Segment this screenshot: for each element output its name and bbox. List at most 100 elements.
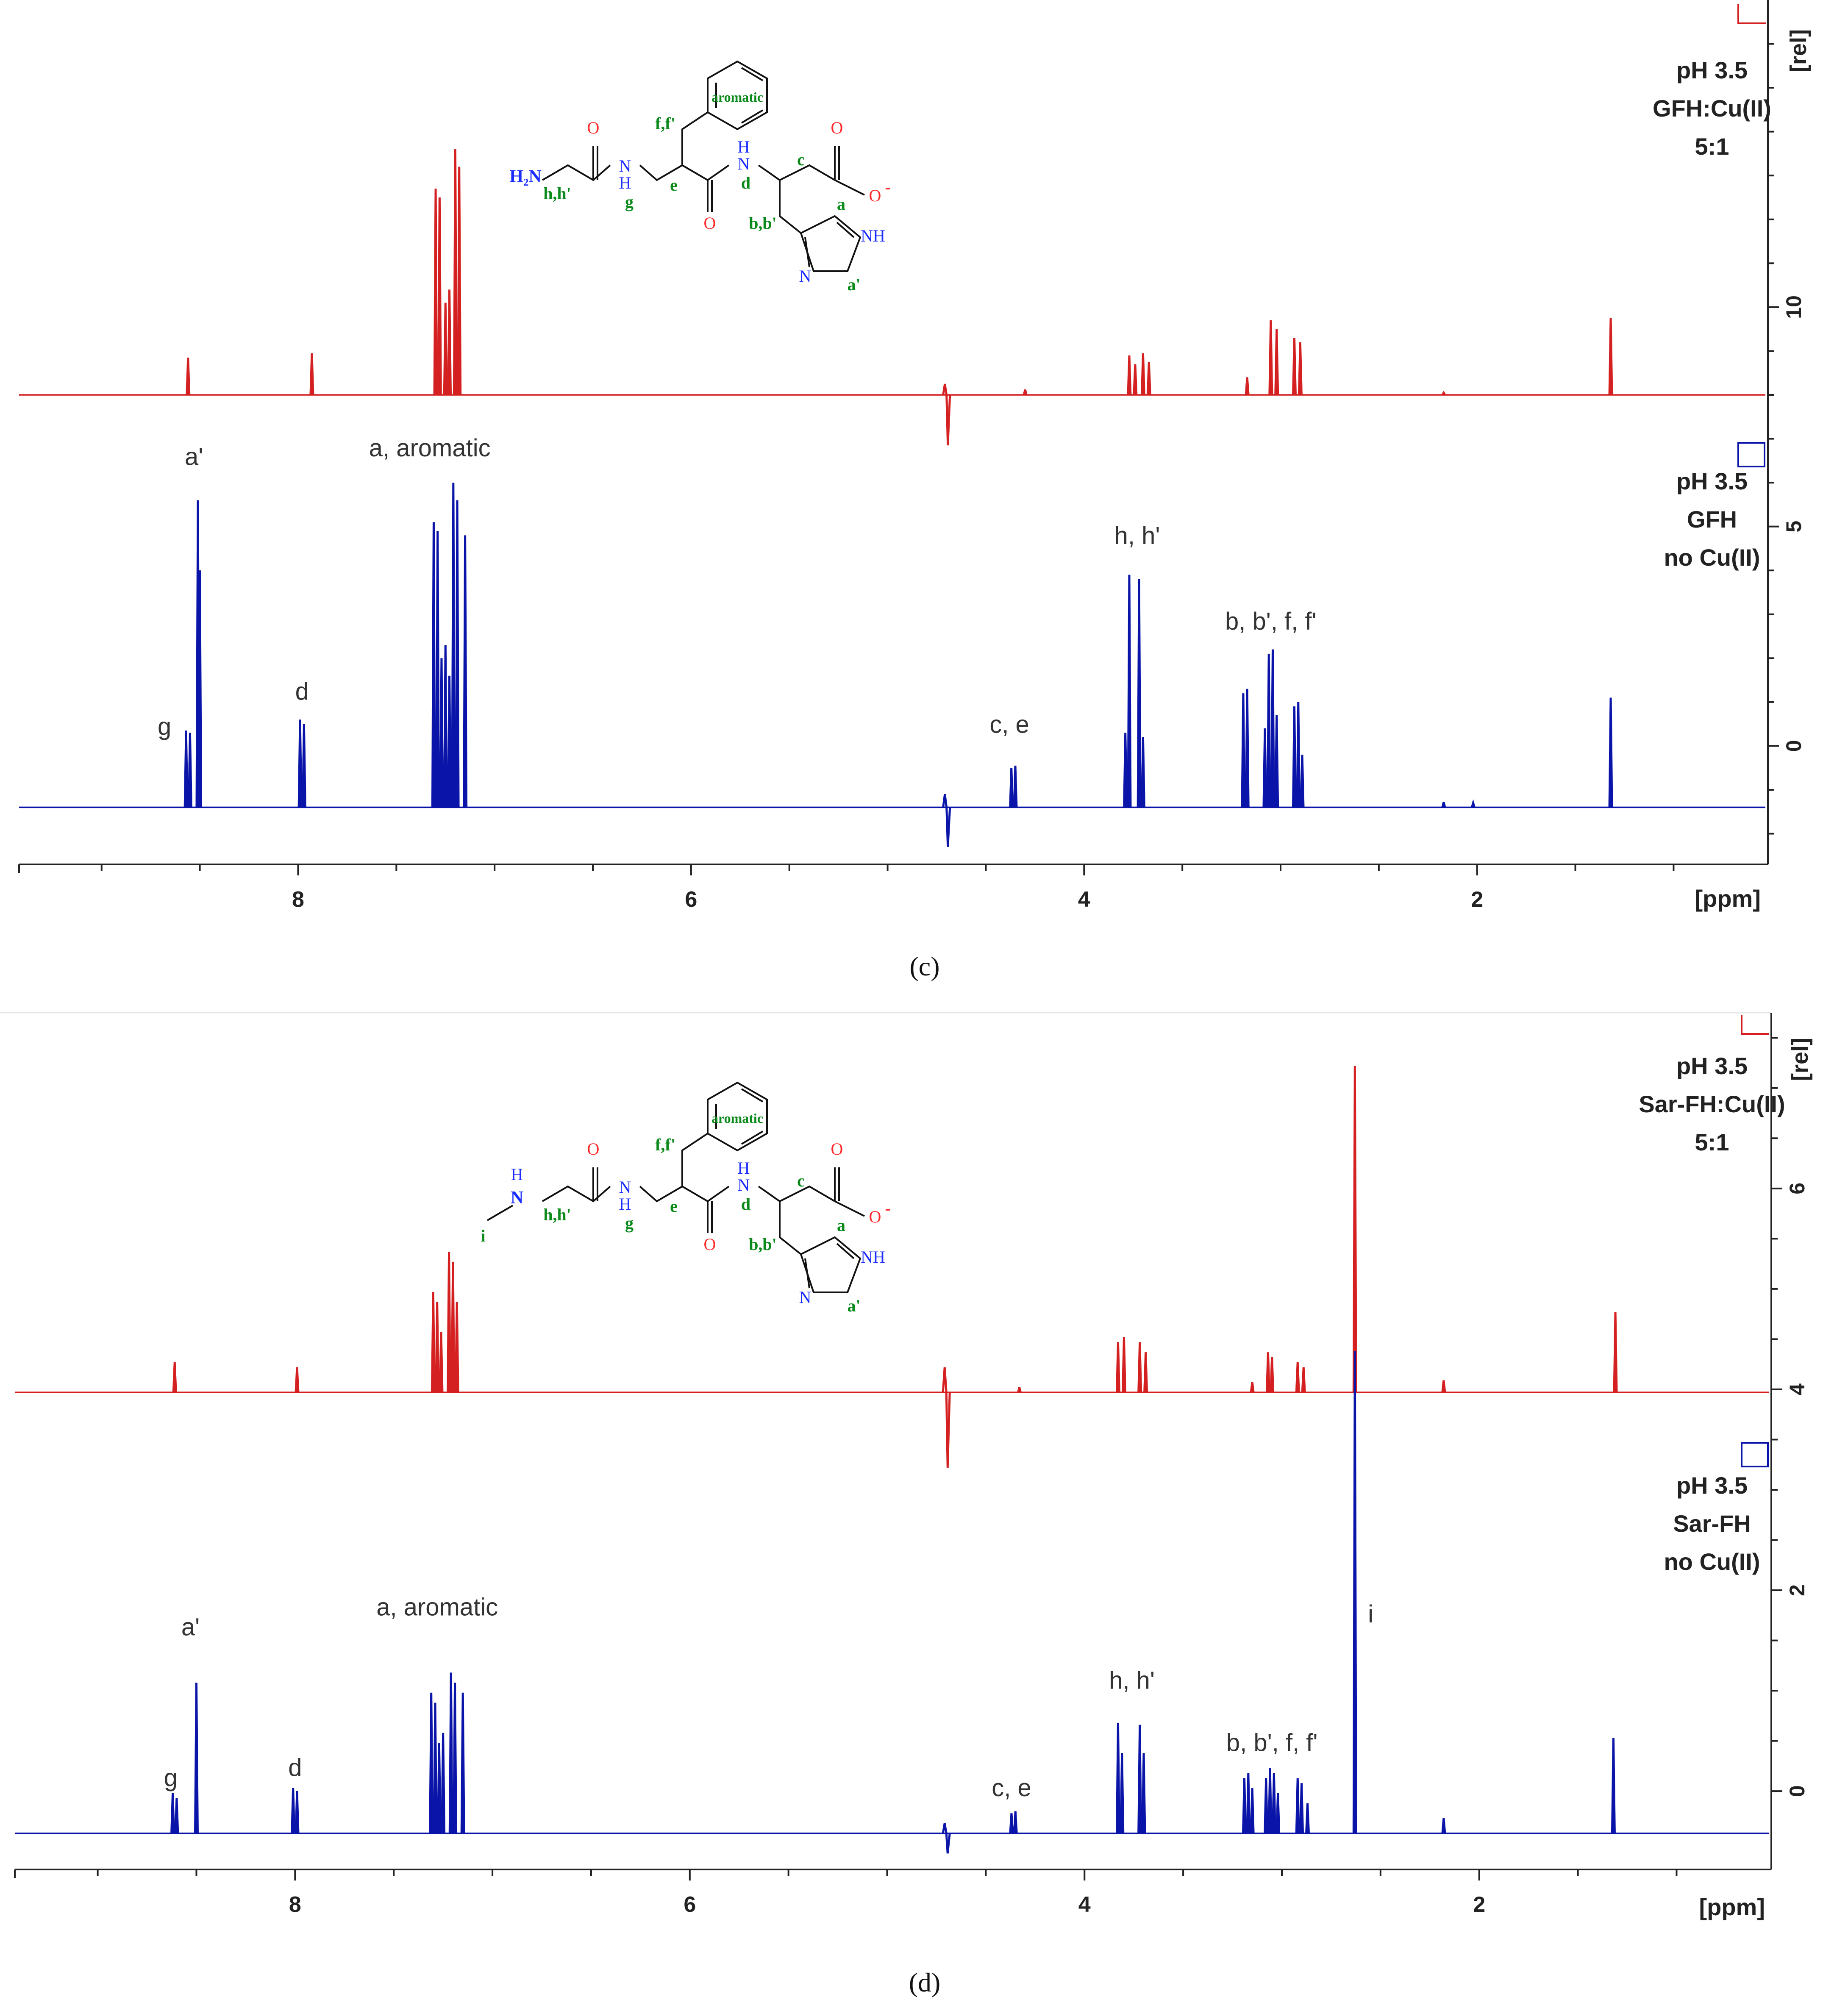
- peak: [1292, 706, 1297, 808]
- bond: [741, 67, 764, 81]
- phenyl-ring: [707, 1081, 768, 1152]
- panel-c-legend: pH 3.5 GFH:Cu(II) 5:1 pH 3.5 GFH no Cu(II): [1653, 4, 1771, 571]
- y-tick-label-4: 4: [1785, 1383, 1809, 1395]
- y-tick-label-2: 2: [1785, 1584, 1809, 1596]
- peak: [1141, 1753, 1146, 1833]
- label-hh: h,h': [543, 1205, 571, 1224]
- peak: [443, 303, 448, 395]
- peak: [439, 1332, 444, 1393]
- label-a: a: [837, 194, 845, 214]
- peak: [1262, 728, 1267, 808]
- peak: [1120, 1753, 1125, 1833]
- peak: [1274, 715, 1279, 808]
- peak: [1265, 1352, 1270, 1393]
- peak: [1245, 689, 1250, 808]
- peak: [1264, 1778, 1269, 1833]
- amide-h-label: H: [738, 1158, 750, 1178]
- peak: [1301, 1367, 1306, 1393]
- peak-annotation: b, b', f, f': [1226, 1729, 1318, 1756]
- y-tick-label-0: 0: [1785, 1785, 1809, 1797]
- peak: [1441, 1818, 1446, 1833]
- peak: [455, 500, 460, 808]
- peak: [186, 357, 191, 395]
- peak-annotation: b, b', f, f': [1225, 608, 1317, 635]
- peak: [1115, 1342, 1120, 1393]
- panel-d-traces: [15, 1066, 1769, 1854]
- legend-line: pH 3.5: [1676, 468, 1748, 494]
- panel-c-x-ticks: 8 6 4 2: [100, 864, 1675, 912]
- peak: [441, 1733, 446, 1833]
- peak: [1270, 1357, 1275, 1393]
- label-g: g: [625, 192, 634, 211]
- charge-label: -: [885, 1199, 890, 1218]
- legend-marker-ref: [1737, 442, 1765, 467]
- x-tick-label-2: 2: [1473, 1892, 1485, 1917]
- bond: [639, 1185, 730, 1203]
- label-e: e: [670, 1197, 678, 1216]
- peak-annotation: c, e: [992, 1774, 1031, 1802]
- peak: [187, 733, 192, 808]
- peak-annotation: a': [181, 1614, 200, 1641]
- peak-annotation: g: [158, 713, 171, 741]
- imidazole-n-label: N: [799, 267, 811, 286]
- peak: [443, 645, 448, 808]
- bond: [542, 164, 611, 181]
- imidazole-ring: [800, 215, 861, 272]
- panel-c-y-unit: [rel]: [1786, 29, 1811, 72]
- panel-d-y-unit: [rel]: [1787, 1038, 1813, 1081]
- peak: [1127, 355, 1132, 395]
- peak: [439, 658, 444, 808]
- charge-label: -: [885, 178, 890, 197]
- peak-annotation: a, aromatic: [369, 434, 491, 462]
- peak: [1013, 1811, 1018, 1833]
- y-tick-label-10: 10: [1782, 295, 1806, 319]
- panel-d-annotations: a' a, aromatic g d c, e h, h' b, b', f, f' i: [164, 1593, 1373, 1802]
- carbonyl-o-label: O: [587, 118, 600, 137]
- peak: [170, 1793, 175, 1833]
- x-tick-label-6: 6: [685, 887, 697, 912]
- panel-d: 8 6 4 2 0 2 4 6 a' a, aromatic g d c, e h, h' b, b',…: [0, 1012, 1813, 1997]
- label-bb: b,b': [749, 214, 777, 233]
- imidazole-nh-label: NH: [861, 226, 885, 245]
- peak: [448, 1672, 453, 1833]
- peak: [1250, 1788, 1255, 1833]
- legend-line: Sar-FH:Cu(II): [1639, 1091, 1785, 1117]
- trace-ref: [19, 483, 1765, 847]
- peak: [291, 1788, 296, 1833]
- label-d: d: [741, 1194, 750, 1214]
- bond: [834, 1200, 865, 1217]
- y-tick-label-5: 5: [1782, 521, 1806, 533]
- peak: [435, 1302, 440, 1393]
- label-ff: f,f': [655, 1135, 675, 1154]
- peak: [1296, 702, 1301, 808]
- peak: [437, 197, 442, 395]
- peak: [1121, 1337, 1126, 1393]
- peak: [1441, 390, 1446, 396]
- peak: [1009, 1813, 1014, 1833]
- peak: [1608, 697, 1613, 808]
- carboxylate-o-label: O: [869, 1207, 881, 1226]
- carbonyl-o-label: O: [831, 118, 843, 137]
- peak: [297, 719, 303, 808]
- peak-annotation: h, h': [1114, 522, 1160, 550]
- bond: [741, 109, 764, 124]
- x-tick-label-4: 4: [1078, 887, 1090, 912]
- peak: [1292, 338, 1297, 395]
- peak: [183, 731, 189, 808]
- panel-d-label: (d): [909, 1967, 941, 1997]
- peak: [431, 522, 436, 808]
- peak: [174, 1798, 179, 1833]
- imidazole-n-label: N: [799, 1288, 811, 1307]
- peak: [1295, 1778, 1300, 1833]
- bond: [836, 222, 855, 238]
- panel-d-x-unit: [ppm]: [1699, 1894, 1765, 1920]
- peak: [1300, 755, 1305, 808]
- amine-label: N: [511, 1188, 523, 1208]
- legend-line: 5:1: [1695, 133, 1729, 160]
- peak: [453, 149, 458, 395]
- peak: [447, 675, 452, 808]
- panel-c-annotations: a' a, aromatic g d c, e h, h' b, b', f, f': [158, 434, 1317, 741]
- solvent-residual: [942, 794, 951, 847]
- solvent-residual: [942, 383, 951, 446]
